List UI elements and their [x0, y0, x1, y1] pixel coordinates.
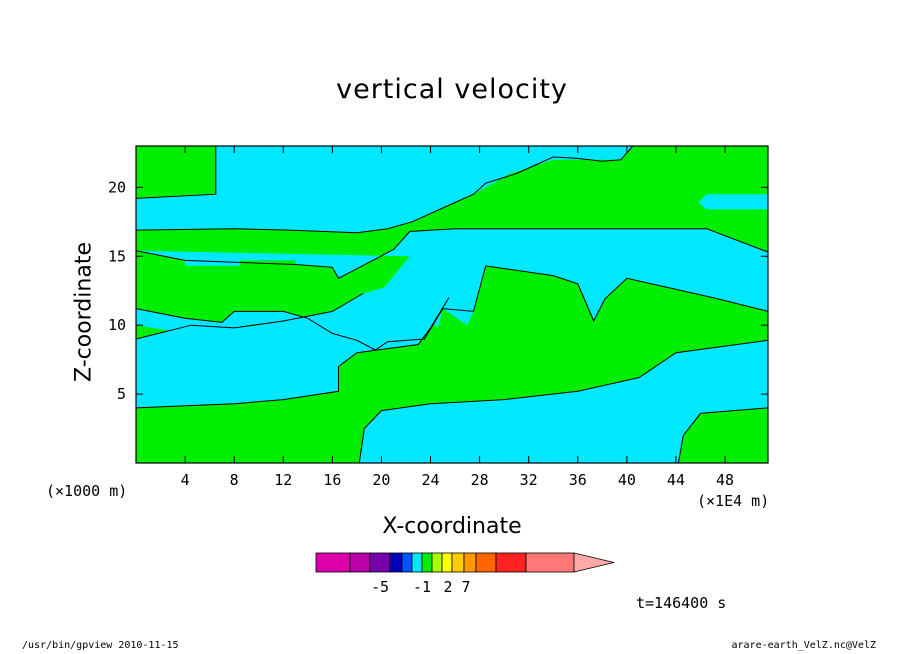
contour-line-middle-upper — [135, 228, 769, 279]
colorbar-segment — [389, 552, 403, 573]
colorbar-segment — [431, 552, 443, 573]
colorbar-segment — [349, 552, 371, 573]
footer-left: /usr/bin/gpview 2010-11-15 — [22, 640, 179, 651]
colorbar-segment — [401, 552, 413, 573]
negative-band-top — [136, 146, 633, 233]
x-tick-label: 32 — [520, 471, 538, 489]
contour-line-bottom-right — [677, 407, 769, 464]
plot-frame — [135, 145, 769, 464]
colorbar-segment — [369, 552, 391, 573]
negative-band-bottom — [359, 340, 768, 463]
y-tick-label: 5 — [117, 385, 126, 403]
x-unit-note: (×1000 m) — [46, 482, 128, 500]
colorbar-label: 2 — [443, 578, 452, 596]
colorbar-label: -1 — [413, 578, 431, 596]
x-scale-note: (×1E4 m) — [697, 492, 770, 510]
contour-line-lower-upper — [135, 293, 364, 340]
colorbar-segment — [525, 552, 575, 573]
x-tick-label: 20 — [372, 471, 390, 489]
x-tick-label: 40 — [618, 471, 636, 489]
x-tick-label: 36 — [569, 471, 587, 489]
colorbar-segment — [315, 552, 351, 573]
x-tick-label: 16 — [323, 471, 341, 489]
y-tick-label: 10 — [108, 316, 126, 334]
x-tick-label: 44 — [667, 471, 685, 489]
contour-line-bottom-left — [358, 339, 769, 464]
y-tick-label: 15 — [108, 247, 126, 265]
time-stamp: t=146400 s — [636, 594, 727, 612]
colorbar-segment — [411, 552, 423, 573]
contour-line-lower-lower — [135, 297, 450, 409]
x-tick-label: 28 — [471, 471, 489, 489]
x-tick-label: 4 — [181, 471, 190, 489]
colorbar-segment — [463, 552, 477, 573]
colorbar-segment — [495, 552, 527, 573]
x-tick-label: 12 — [274, 471, 292, 489]
x-tick-label: 8 — [230, 471, 239, 489]
colorbar-segment — [451, 552, 465, 573]
chart-title: vertical velocity — [336, 74, 568, 105]
y-tick-label: 20 — [108, 178, 126, 196]
contour-line-middle-lower — [135, 265, 769, 351]
x-tick-label: 48 — [716, 471, 734, 489]
negative-band-middle — [136, 228, 768, 350]
colorbar-label: -5 — [371, 578, 389, 596]
colorbar-segment — [475, 552, 497, 573]
x-tick-label: 24 — [421, 471, 439, 489]
negative-band-lower — [136, 276, 449, 408]
negative-pocket-right — [698, 194, 768, 210]
footer-right: arare-earth_VelZ.nc@VelZ — [731, 640, 877, 651]
colorbar-segment — [421, 552, 433, 573]
contour-line-top — [135, 146, 217, 199]
contour-line-ridge — [135, 145, 634, 234]
colorbar-segment — [441, 552, 453, 573]
colorbar-label: 7 — [461, 578, 470, 596]
x-axis-label: X-coordinate — [382, 514, 522, 539]
colorbar-arrow — [573, 552, 615, 573]
